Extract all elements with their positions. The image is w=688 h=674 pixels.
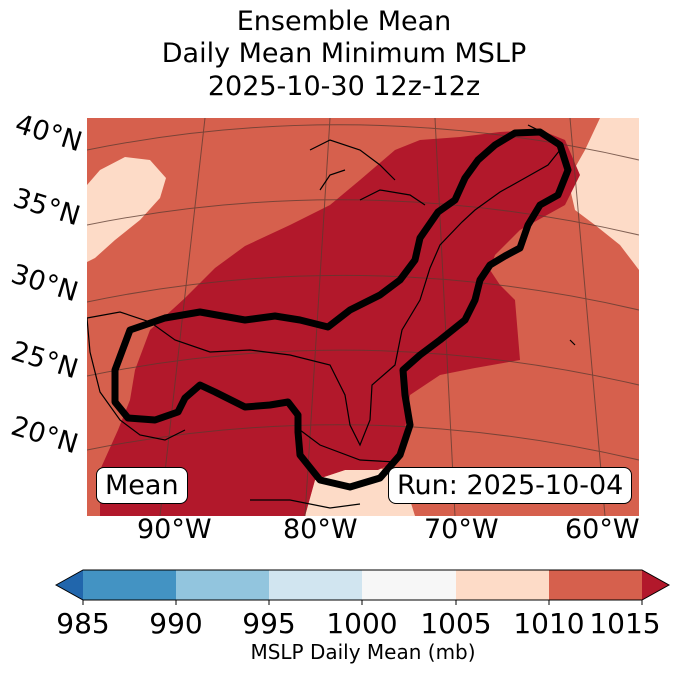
colorbar-tick-985: 985 xyxy=(56,607,110,640)
colorbar-ticks xyxy=(82,600,643,605)
colorbar-extend-low xyxy=(56,570,83,600)
mean-label-box: Mean xyxy=(96,467,188,504)
colorbar-tick-1000: 1000 xyxy=(326,607,398,640)
contour-1015 xyxy=(111,128,572,491)
title-line-1: Ensemble Mean xyxy=(236,6,452,37)
colorbar-tick-995: 995 xyxy=(242,607,296,640)
colorbar-label: MSLP Daily Mean (mb) xyxy=(250,640,476,664)
colorbar-segment-1010-1015 xyxy=(549,570,642,600)
colorbar-tick-1005: 1005 xyxy=(420,607,492,640)
colorbar-extend-high xyxy=(642,570,669,600)
colorbar-tick-1010: 1010 xyxy=(513,607,585,640)
colorbar-segment-990-995 xyxy=(176,570,269,600)
colorbar-segment-1000-1005 xyxy=(362,570,456,600)
title-line-2: Daily Mean Minimum MSLP xyxy=(161,38,527,69)
run-date-box: Run: 2025-10-04 xyxy=(388,467,633,504)
title-line-3: 2025-10-30 12z-12z xyxy=(207,71,481,102)
lon-label-80w: 80°W xyxy=(283,514,358,545)
region-above-1015 xyxy=(100,130,580,516)
colorbar-segment-1005-1010 xyxy=(456,570,549,600)
lon-label-70w: 70°W xyxy=(424,514,499,545)
lon-label-60w: 60°W xyxy=(565,514,640,545)
lon-label-90w: 90°W xyxy=(137,514,212,545)
region-1005-1010-west xyxy=(87,157,166,262)
colorbar-tick-1015: 1015 xyxy=(589,607,661,640)
colorbar-segment-985-990 xyxy=(83,570,176,600)
colorbar-tick-990: 990 xyxy=(149,607,203,640)
colorbar-segment-995-1000 xyxy=(269,570,362,600)
coastlines xyxy=(87,124,576,509)
